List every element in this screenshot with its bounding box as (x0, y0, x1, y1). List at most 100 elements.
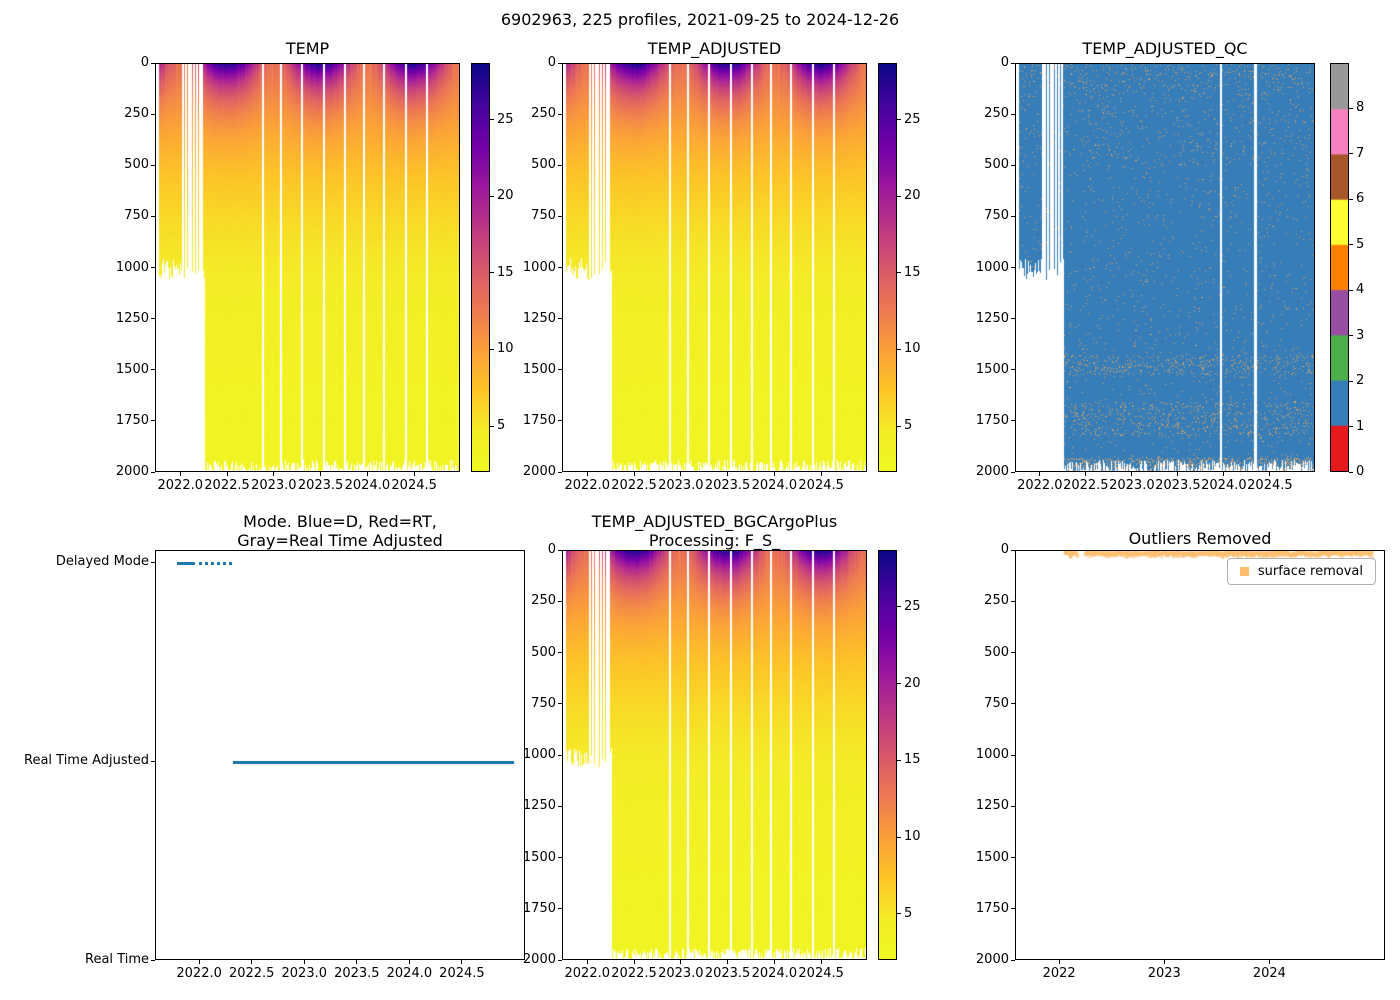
x-tick-label: 2022.5 (1063, 478, 1109, 493)
x-tick-mark (773, 960, 775, 964)
x-tick-mark (820, 472, 822, 476)
x-tick-label: 2022.0 (564, 966, 611, 981)
colorbar-tick-mark (897, 836, 901, 838)
x-tick-mark (586, 960, 588, 964)
colorbar-tick-mark (1349, 426, 1353, 428)
x-tick-label: 2022 (1042, 966, 1076, 981)
x-tick-mark (773, 472, 775, 476)
legend: surface removal (1226, 558, 1376, 585)
x-tick-label: 2023.0 (251, 478, 297, 493)
y-tick-label: 1500 (975, 361, 1009, 377)
x-tick-label: 2023 (1147, 966, 1181, 981)
colorbar-tick-mark (897, 683, 901, 685)
mode-title-line1: Mode. Blue=D, Red=RT, (243, 512, 437, 531)
y-tick-label: 2000 (975, 952, 1009, 967)
colorbar-tick-label: 5 (904, 905, 913, 921)
colorbar-tick-label: 3 (1356, 327, 1365, 343)
y-tick-label: 500 (124, 157, 149, 173)
x-tick-label: 2024.0 (751, 478, 798, 493)
y-tick-label: 1250 (975, 310, 1009, 326)
colorbar-tick-mark (897, 119, 901, 121)
y-tick-label: 0 (140, 55, 149, 70)
y-tick-label: 0 (547, 55, 556, 70)
colorbar-tick-mark (1349, 107, 1353, 109)
x-tick-label: 2024.5 (798, 478, 844, 493)
x-tick-mark (226, 472, 228, 476)
y-tick-label: 2000 (522, 464, 556, 479)
colorbar-tick-mark (1349, 198, 1353, 200)
colorbar-tick-label: 7 (1356, 145, 1365, 161)
y-tick-label: 750 (984, 695, 1009, 711)
figure-title: 6902963, 225 profiles, 2021-09-25 to 202… (500, 10, 900, 29)
y-tick-label: 1000 (975, 259, 1009, 275)
x-tick-label: 2023.0 (658, 966, 704, 981)
x-tick-label: 2023.5 (334, 966, 380, 981)
colorbar-tick-mark (490, 348, 494, 350)
colorbar-tick-label: 0 (1356, 464, 1365, 479)
colorbar-tick-label: 10 (497, 341, 514, 357)
colorbar-tick-mark (897, 272, 901, 274)
colorbar-tick-mark (490, 425, 494, 427)
x-tick-label: 2023.0 (658, 478, 704, 493)
x-tick-label: 2023.5 (1155, 478, 1201, 493)
colorbar-tick-label: 5 (497, 418, 506, 434)
colorbar-tick-label: 15 (497, 264, 514, 280)
x-tick-mark (320, 472, 322, 476)
x-tick-label: 2024.5 (439, 966, 485, 981)
x-tick-mark (1058, 960, 1060, 964)
x-tick-mark (1039, 472, 1041, 476)
colorbar-tick-label: 25 (904, 111, 921, 127)
x-tick-label: 2022.5 (611, 478, 657, 493)
x-tick-label: 2022.0 (1017, 478, 1063, 493)
y-tick-label: 1500 (975, 849, 1009, 865)
x-tick-mark (1177, 472, 1179, 476)
x-tick-label: 2022.0 (176, 966, 222, 981)
colorbar-tick-label: 15 (904, 264, 921, 280)
y-tick-label: 1250 (522, 310, 556, 326)
outliers-plot: surface removal (1015, 550, 1385, 960)
colorbar-tick-label: 5 (904, 418, 913, 434)
y-tick-label: 1750 (975, 900, 1009, 916)
surface-removal-marker (1239, 567, 1249, 576)
mode-plot (155, 550, 525, 960)
x-tick-label: 2022.5 (204, 478, 250, 493)
colorbar-tick-label: 10 (904, 341, 921, 357)
x-tick-mark (1085, 472, 1087, 476)
bgc-title: TEMP_ADJUSTED_BGCArgoPlus Processing: F_… (562, 512, 867, 550)
colorbar-tick-mark (490, 119, 494, 121)
x-tick-label: 2024.5 (1247, 478, 1293, 493)
y-tick-label: 250 (984, 593, 1009, 609)
x-tick-mark (179, 472, 181, 476)
temp-heatmap (155, 63, 460, 472)
mode-category-label: Real Time (85, 952, 149, 967)
x-tick-mark (1131, 472, 1133, 476)
x-tick-mark (820, 960, 822, 964)
x-tick-mark (727, 960, 729, 964)
colorbar-tick-label: 2 (1356, 373, 1365, 389)
x-tick-mark (680, 960, 682, 964)
temp-adjusted-title: TEMP_ADJUSTED (647, 39, 782, 58)
colorbar-tick-label: 15 (904, 752, 921, 768)
x-tick-label: 2024 (1252, 966, 1286, 981)
colorbar-tick-mark (897, 913, 901, 915)
bgc-colorbar (878, 550, 897, 960)
x-tick-mark (251, 960, 253, 964)
x-tick-mark (303, 960, 305, 964)
y-tick-label: 2000 (975, 464, 1009, 479)
colorbar-tick-mark (897, 195, 901, 197)
colorbar-tick-mark (1349, 289, 1353, 291)
colorbar-tick-mark (897, 606, 901, 608)
bgc-heatmap (562, 550, 867, 960)
x-tick-label: 2024.0 (344, 478, 391, 493)
y-tick-label: 250 (124, 106, 149, 122)
colorbar-tick-label: 1 (1356, 418, 1365, 434)
colorbar-tick-label: 25 (904, 598, 921, 614)
x-tick-label: 2023.5 (297, 478, 344, 493)
y-tick-label: 1500 (522, 361, 556, 377)
temp-colorbar (471, 63, 490, 472)
y-tick-label: 1000 (975, 747, 1009, 762)
x-tick-mark (633, 472, 635, 476)
x-tick-label: 2023.5 (704, 966, 751, 981)
y-tick-label: 1250 (115, 310, 149, 326)
